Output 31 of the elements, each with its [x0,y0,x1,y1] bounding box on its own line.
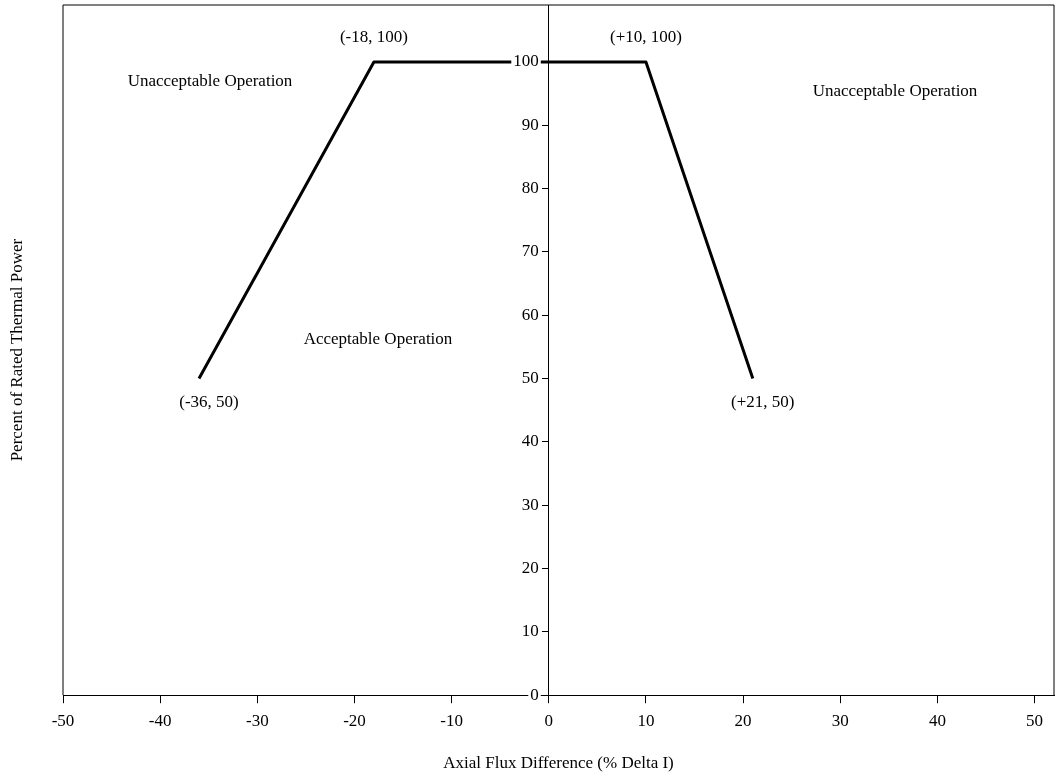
x-axis-title: Axial Flux Difference (% Delta I) [443,753,674,773]
x-tick-label: 20 [734,710,752,730]
x-tick-label: 40 [928,710,946,730]
x-tick-label: 10 [637,710,655,730]
annotation: (+21, 50) [731,392,795,412]
y-tick-label: 50 [521,368,539,388]
y-tick-label: 10 [521,621,539,641]
x-tick-label: -10 [440,710,463,730]
y-tick-label: 60 [521,304,539,324]
annotation: (-36, 50) [179,392,239,412]
y-tick-label: 100 [513,51,539,71]
x-tick-label: -50 [51,710,75,730]
y-axis-title: Percent of Rated Thermal Power [7,238,27,462]
x-tick-label: 0 [544,710,554,730]
x-tick-label: 30 [831,710,849,730]
x-tick-label: -40 [148,710,172,730]
y-tick-label: 30 [521,494,539,514]
y-tick-label: 20 [521,558,539,578]
annotation: (+10, 100) [609,27,682,47]
annotation: (-18, 100) [339,27,408,47]
y-tick-label: 0 [530,684,539,704]
annotation: Unacceptable Operation [127,71,293,91]
x-tick-label: 50 [1026,710,1044,730]
y-tick-label: 40 [521,431,539,451]
y-tick-label: 90 [521,114,539,134]
annotation: Acceptable Operation [303,329,453,349]
x-tick-label: -20 [343,710,366,730]
y-tick-label: 80 [521,178,539,198]
x-tick-label: -30 [245,710,269,730]
annotation: Unacceptable Operation [812,81,978,101]
y-tick-label: 70 [521,241,539,261]
